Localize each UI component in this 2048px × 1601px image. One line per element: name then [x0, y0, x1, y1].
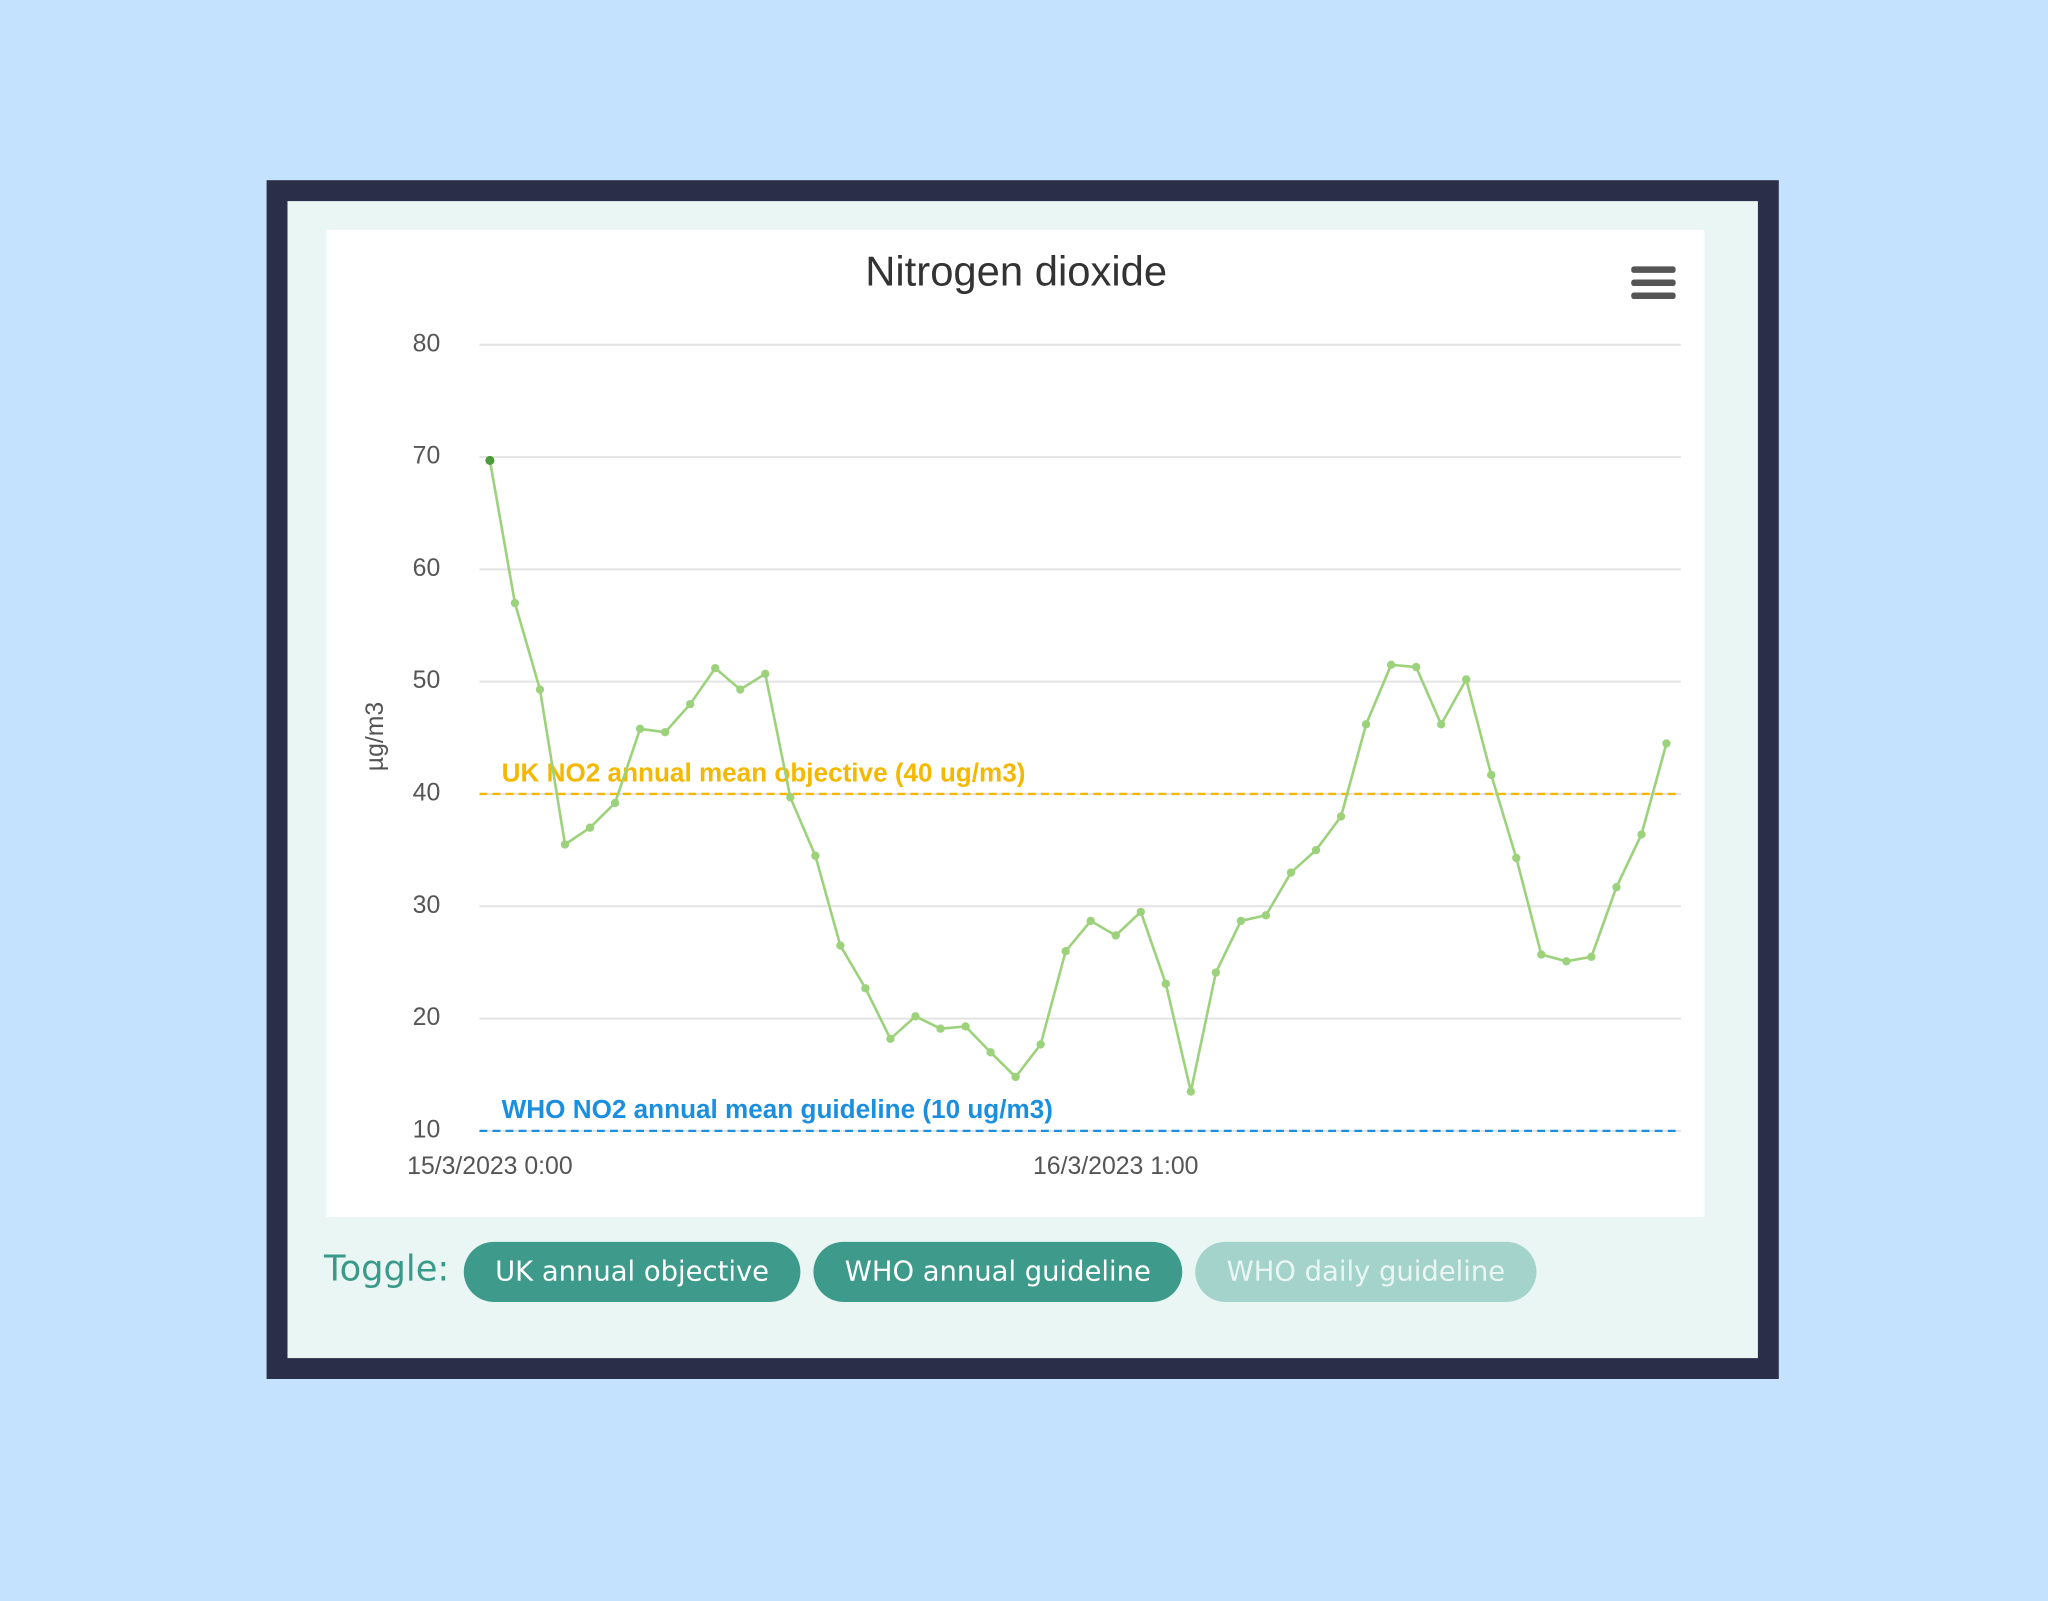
data-point: [1136, 907, 1145, 917]
data-point: [936, 1024, 945, 1033]
data-point: [1036, 1040, 1045, 1049]
data-point: [1211, 968, 1221, 977]
toggle-button-bg: [1195, 1241, 1537, 1302]
data-point: [560, 840, 570, 849]
chart-title: Nitrogen dioxide: [865, 247, 1167, 294]
plot-line-label: UK NO2 annual mean objective (40 ug/m3): [502, 757, 1026, 787]
data-point: [1537, 950, 1546, 959]
y-tick-label: 70: [413, 443, 441, 470]
data-point: [1061, 947, 1070, 956]
data-point: [1587, 952, 1596, 961]
data-point: [1612, 883, 1621, 892]
toggle-button-bg: [813, 1241, 1183, 1302]
data-point: [1161, 979, 1170, 988]
data-point: [736, 685, 745, 694]
data-point: [535, 685, 545, 694]
data-point: [961, 1022, 970, 1031]
toggle-button-label: UK annual objective: [495, 1257, 769, 1288]
x-tick-label: 15/3/2023 0:00: [407, 1153, 572, 1180]
y-tick-label: 80: [413, 330, 441, 357]
data-point: [685, 699, 695, 709]
data-point: [1111, 931, 1120, 940]
chart-panel: [326, 229, 1705, 1218]
data-point: [1361, 720, 1371, 729]
data-point: [660, 728, 670, 737]
data-point: [1386, 660, 1396, 669]
data-point: [1311, 845, 1321, 855]
toggle-label: Toggle:: [323, 1249, 449, 1290]
toggle-button-label: WHO annual guideline: [845, 1257, 1151, 1288]
toggle-button-label: WHO daily guideline: [1227, 1257, 1505, 1288]
data-point: [1512, 853, 1521, 863]
data-point: [986, 1048, 995, 1057]
y-tick-label: 60: [413, 555, 441, 582]
data-point: [1336, 812, 1346, 821]
data-point: [761, 669, 770, 678]
data-point: [811, 851, 820, 860]
data-point: [1637, 830, 1646, 839]
y-tick-label: 10: [413, 1116, 441, 1143]
data-point: [786, 793, 795, 802]
toggle-button[interactable]: WHO annual guideline: [813, 1241, 1183, 1302]
data-point: [610, 798, 620, 808]
toggle-button[interactable]: WHO daily guideline: [1195, 1241, 1537, 1302]
data-point: [1286, 868, 1296, 877]
data-point: [886, 1034, 895, 1043]
menu-bar: [1631, 292, 1676, 300]
data-point: [485, 455, 495, 465]
data-point: [711, 664, 720, 673]
data-point: [861, 984, 870, 993]
y-tick-label: 20: [413, 1004, 441, 1031]
data-point: [1236, 916, 1246, 926]
menu-bar: [1631, 266, 1676, 273]
data-point: [1487, 770, 1496, 780]
y-tick-label: 30: [413, 892, 441, 919]
y-axis-label: µg/m3: [362, 702, 389, 771]
x-tick-label: 16/3/2023 1:00: [1033, 1153, 1198, 1180]
menu-button[interactable]: [1631, 266, 1676, 300]
plot-line-label: WHO NO2 annual mean guideline (10 ug/m3): [502, 1094, 1053, 1124]
data-point: [510, 598, 520, 608]
data-point: [1662, 739, 1671, 748]
data-point: [1437, 720, 1446, 729]
toggle-button[interactable]: UK annual objective: [463, 1241, 801, 1302]
menu-bar: [1631, 279, 1676, 286]
data-point: [1186, 1087, 1196, 1096]
data-point: [1261, 911, 1271, 920]
y-tick-label: 40: [413, 780, 441, 807]
data-point: [1086, 916, 1095, 926]
toggle-button-bg: [463, 1241, 801, 1302]
data-point: [911, 1012, 920, 1021]
data-point: [585, 823, 595, 832]
data-point: [635, 724, 645, 734]
data-point: [1411, 662, 1421, 672]
data-point: [1011, 1072, 1020, 1082]
data-point: [1462, 675, 1471, 684]
data-point: [836, 941, 845, 950]
y-tick-label: 50: [413, 667, 441, 694]
data-point: [1562, 957, 1571, 966]
series-line: [488, 460, 1668, 1092]
